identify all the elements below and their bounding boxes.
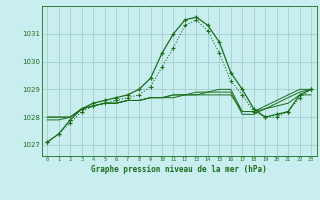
X-axis label: Graphe pression niveau de la mer (hPa): Graphe pression niveau de la mer (hPa)	[91, 165, 267, 174]
